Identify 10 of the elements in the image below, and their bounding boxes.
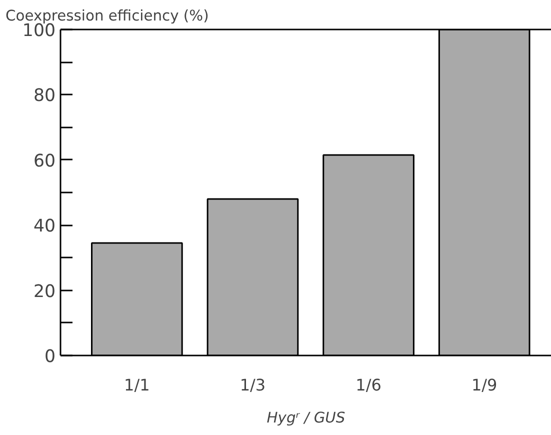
x-tick-label: 1/3 (240, 376, 266, 394)
x-tick-label: 1/1 (124, 376, 150, 394)
y-tick-label: 20 (33, 282, 56, 302)
y-tick-label: 0 (44, 347, 56, 367)
y-tick-label: 40 (33, 216, 56, 237)
x-axis-title: Hygʳ / GUS (266, 410, 346, 426)
y-tick-label: 80 (33, 86, 56, 106)
y-tick-label: 60 (33, 151, 56, 172)
x-tick-label: 1/6 (356, 376, 382, 394)
x-tick-label: 1/9 (471, 376, 498, 394)
